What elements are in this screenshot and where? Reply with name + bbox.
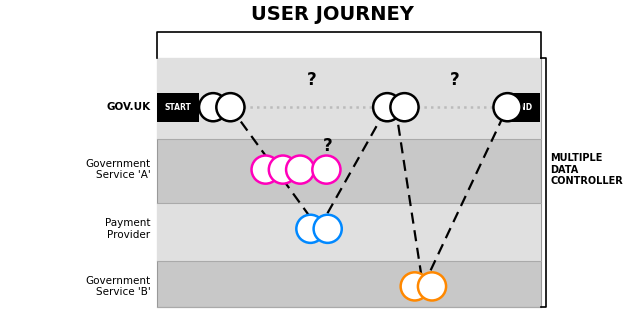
Text: ?: ? [449, 71, 460, 89]
Text: ?: ? [307, 71, 317, 89]
Text: MULTIPLE
DATA
CONTROLLER: MULTIPLE DATA CONTROLLER [550, 153, 623, 186]
Ellipse shape [296, 215, 324, 243]
Ellipse shape [314, 215, 342, 243]
Ellipse shape [286, 156, 314, 184]
Ellipse shape [373, 93, 401, 121]
FancyBboxPatch shape [157, 58, 541, 307]
Ellipse shape [390, 93, 419, 121]
Text: Government
Service 'B': Government Service 'B' [85, 276, 150, 297]
Ellipse shape [216, 93, 244, 121]
Ellipse shape [312, 156, 340, 184]
Ellipse shape [252, 156, 280, 184]
Text: END: END [515, 103, 532, 112]
Ellipse shape [493, 93, 522, 121]
Ellipse shape [418, 272, 446, 300]
FancyBboxPatch shape [157, 93, 198, 122]
Ellipse shape [401, 272, 429, 300]
Ellipse shape [269, 156, 297, 184]
Ellipse shape [199, 93, 227, 121]
FancyBboxPatch shape [157, 203, 541, 261]
Text: GOV.UK: GOV.UK [106, 102, 150, 112]
Text: Payment
Provider: Payment Provider [105, 218, 150, 240]
Text: Government
Service 'A': Government Service 'A' [85, 159, 150, 180]
FancyBboxPatch shape [157, 58, 541, 139]
Text: USER JOURNEY: USER JOURNEY [252, 5, 414, 24]
Text: ?: ? [323, 137, 333, 155]
Text: START: START [164, 103, 191, 112]
FancyBboxPatch shape [507, 93, 540, 122]
